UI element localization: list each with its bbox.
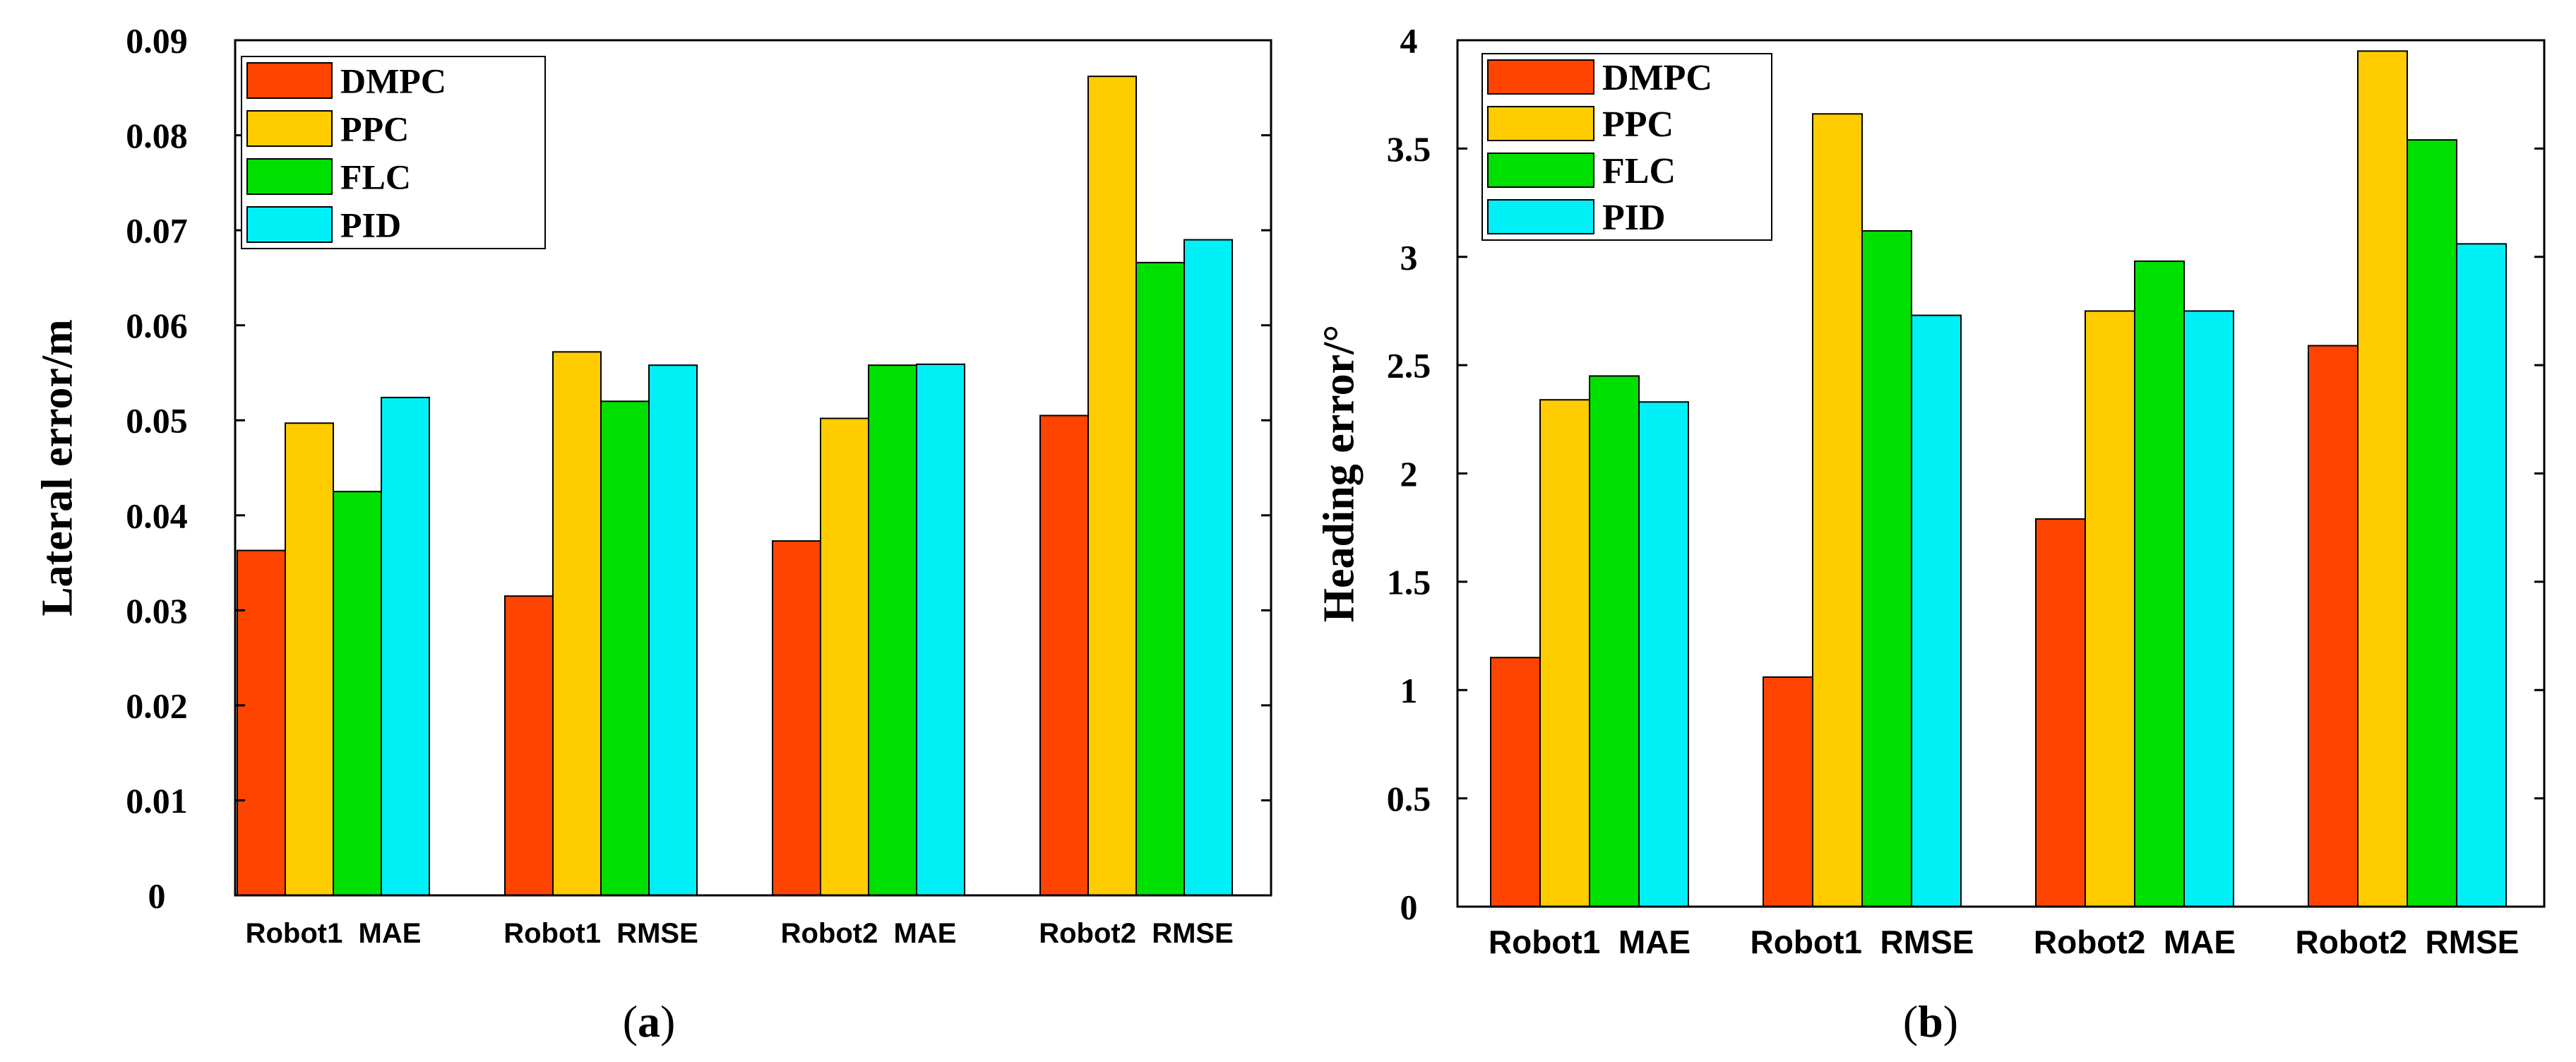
y-tick-label: 1 <box>1400 671 1418 710</box>
panel-caption: (b) <box>1903 996 1958 1046</box>
x-category-label: Robot2 RMSE <box>1039 918 1234 949</box>
x-category-label: Robot1 MAE <box>1489 924 1690 960</box>
bar-ppc-2 <box>1812 113 1863 907</box>
y-tick-label: 3.5 <box>1387 129 1431 169</box>
bar-ppc-2 <box>552 351 602 896</box>
y-tick-label: 0.5 <box>1387 779 1431 818</box>
y-tick-label: 0.01 <box>126 781 188 821</box>
y-tick-label: 0.05 <box>126 401 188 441</box>
bar-ppc-4 <box>1087 76 1137 897</box>
bar-flc-1 <box>333 491 382 896</box>
y-tick-label: 0 <box>1400 888 1418 927</box>
legend: DMPC PPC FLC PID <box>241 56 546 249</box>
legend-label-ppc: PPC <box>340 109 409 149</box>
y-tick-label: 0.03 <box>126 591 188 631</box>
y-tick-label: 0.04 <box>126 496 188 535</box>
bar-dmpc-1 <box>237 549 286 897</box>
bar-flc-1 <box>1589 375 1640 907</box>
bar-dmpc-4 <box>1039 414 1089 896</box>
legend-label-pid: PID <box>340 205 401 245</box>
legend-label-pid: PID <box>1602 198 1666 238</box>
bar-pid-3 <box>916 363 965 896</box>
legend-label-ppc: PPC <box>1602 105 1674 145</box>
caption-paren-open: ( <box>623 996 638 1046</box>
bar-flc-3 <box>2134 260 2185 907</box>
bar-ppc-4 <box>2357 50 2408 907</box>
bar-pid-4 <box>2456 243 2507 908</box>
bar-pid-4 <box>1183 239 1233 897</box>
x-category-label: Robot1 MAE <box>246 918 422 949</box>
y-tick-label: 2 <box>1400 454 1418 494</box>
bar-dmpc-3 <box>772 540 821 896</box>
legend-swatch-ppc <box>1487 106 1594 141</box>
caption-paren-close: ) <box>660 996 675 1046</box>
panel-caption: (a) <box>623 996 676 1046</box>
bar-dmpc-2 <box>1763 676 1813 907</box>
caption-paren-open: ( <box>1903 996 1918 1046</box>
y-tick-label: 0 <box>148 876 166 916</box>
y-tick-label: 4 <box>1400 21 1418 61</box>
y-axis-label: Heading error/° <box>1316 325 1364 622</box>
bar-pid-1 <box>381 396 430 896</box>
legend-swatch-flc <box>246 158 333 195</box>
y-tick-label: 0.02 <box>126 686 188 725</box>
legend-label-flc: FLC <box>1602 151 1676 191</box>
y-tick-label: 0.08 <box>126 116 188 155</box>
chart-panel-b: 0 0.5 1 1.5 2 2.5 3 3.5 4 Robot1 MAE Robot1 RMSE Ro… <box>1316 21 2546 1046</box>
bar-flc-4 <box>2407 139 2457 908</box>
bar-dmpc-1 <box>1490 657 1541 907</box>
x-category-label: Robot2 MAE <box>2034 924 2236 960</box>
legend-swatch-pid <box>246 206 333 243</box>
bar-dmpc-2 <box>504 595 554 897</box>
legend: DMPC PPC FLC PID <box>1481 53 1772 241</box>
bar-pid-2 <box>1911 314 1962 907</box>
x-category-label: Robot1 RMSE <box>1751 924 1974 960</box>
bar-ppc-3 <box>2085 310 2135 907</box>
bar-pid-2 <box>648 364 698 896</box>
caption-letter: a <box>638 996 660 1046</box>
x-category-label: Robot1 RMSE <box>503 918 698 949</box>
bar-flc-4 <box>1135 261 1185 896</box>
y-tick-label: 0.07 <box>126 211 188 251</box>
legend-swatch-dmpc <box>1487 59 1594 95</box>
x-category-label: Robot2 RMSE <box>2296 924 2520 960</box>
legend-swatch-pid <box>1487 199 1594 234</box>
bar-flc-2 <box>1861 229 1912 907</box>
legend-swatch-dmpc <box>246 62 333 99</box>
caption-letter: b <box>1918 996 1943 1046</box>
bar-pid-3 <box>2183 310 2234 907</box>
y-tick-label: 1.5 <box>1387 562 1431 602</box>
legend-swatch-flc <box>1487 153 1594 188</box>
plot-frame <box>234 39 1272 897</box>
bar-ppc-1 <box>1539 399 1590 907</box>
legend-label-dmpc: DMPC <box>340 61 446 101</box>
bar-dmpc-4 <box>2308 345 2359 907</box>
caption-paren-close: ) <box>1943 996 1958 1046</box>
bar-ppc-3 <box>820 417 869 896</box>
bar-flc-2 <box>600 400 650 896</box>
y-tick-label: 2.5 <box>1387 346 1431 386</box>
y-axis-label: Lateral error/m <box>34 319 82 616</box>
y-tick-label: 3 <box>1400 237 1418 277</box>
bar-flc-3 <box>868 364 917 896</box>
x-category-label: Robot2 MAE <box>781 918 957 949</box>
bar-ppc-1 <box>285 422 334 896</box>
y-tick-label: 0.06 <box>126 306 188 345</box>
legend-swatch-ppc <box>246 110 333 147</box>
legend-label-dmpc: DMPC <box>1602 58 1712 98</box>
chart-panel-a: 0 0.01 0.02 0.03 0.04 0.05 0.06 0.07 0.08 0.09 Rob… <box>34 21 1272 1046</box>
legend-label-flc: FLC <box>340 157 411 197</box>
bar-dmpc-3 <box>2035 518 2086 907</box>
bar-pid-1 <box>1638 401 1689 907</box>
y-tick-label: 0.09 <box>126 21 188 61</box>
